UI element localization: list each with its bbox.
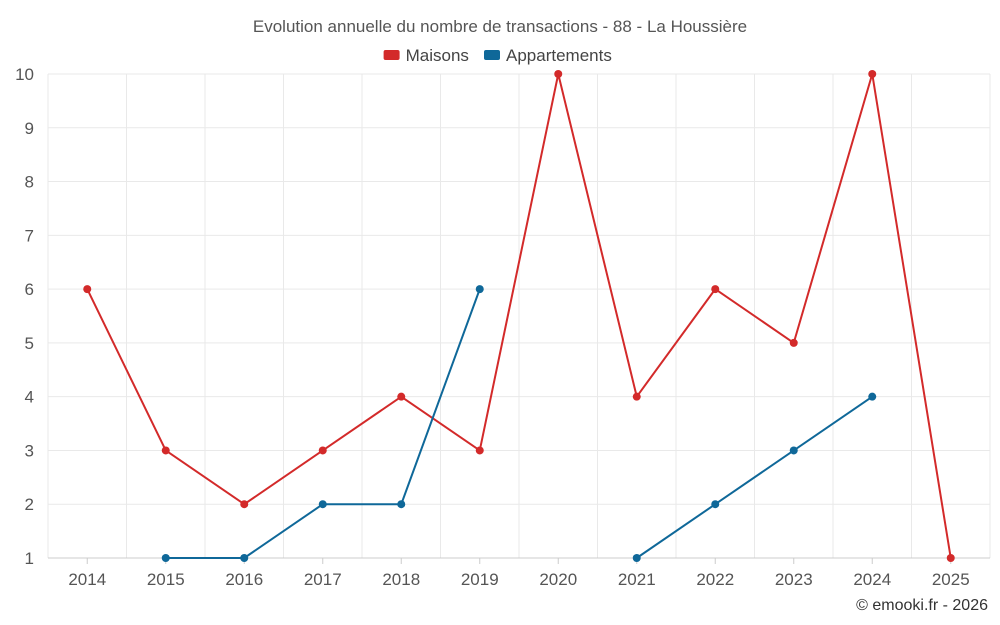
data-point	[711, 285, 720, 294]
x-tick-label: 2022	[696, 570, 734, 589]
y-axis: 1 2 3 4 5 6 7 8 9 10	[15, 65, 34, 568]
legend-label: Appartements	[506, 46, 612, 65]
series-layer	[83, 70, 955, 562]
data-point	[475, 285, 484, 294]
y-tick-label: 8	[25, 173, 34, 192]
y-tick-label: 2	[25, 495, 34, 514]
series-line	[636, 395, 873, 559]
x-tick-label: 2016	[225, 570, 263, 589]
legend-swatch	[383, 50, 400, 60]
legend: Maisons Appartements	[383, 46, 612, 65]
data-point	[711, 500, 720, 509]
data-point	[318, 446, 327, 455]
y-tick-label: 3	[25, 441, 34, 460]
data-point	[240, 554, 249, 562]
grid	[47, 73, 991, 559]
series-line	[165, 288, 481, 559]
chart-title: Evolution annuelle du nombre de transact…	[253, 17, 747, 36]
data-point	[868, 70, 877, 78]
data-point	[868, 392, 877, 401]
data-point	[397, 392, 406, 401]
data-point	[475, 446, 484, 455]
data-point	[161, 446, 170, 455]
data-point	[632, 392, 641, 401]
data-point	[946, 554, 955, 562]
x-tick-label: 2019	[461, 570, 499, 589]
y-tick-label: 1	[25, 549, 34, 568]
series-line	[86, 73, 952, 559]
x-tick-label: 2015	[147, 570, 185, 589]
credit-text: © emooki.fr - 2026	[856, 597, 988, 614]
data-point	[161, 554, 170, 562]
data-point	[632, 554, 641, 562]
data-point	[83, 285, 92, 294]
x-tick-label: 2021	[618, 570, 656, 589]
y-tick-label: 6	[25, 280, 34, 299]
data-point	[240, 500, 249, 509]
data-point	[554, 70, 563, 78]
data-point	[789, 446, 798, 455]
legend-swatch	[484, 50, 500, 60]
x-tick-label: 2017	[304, 570, 342, 589]
y-tick-label: 4	[25, 388, 34, 407]
x-tick-label: 2014	[68, 570, 106, 589]
y-tick-label: 9	[25, 119, 34, 138]
y-tick-label: 5	[25, 334, 34, 353]
series-maisons	[83, 70, 955, 562]
legend-label: Maisons	[406, 46, 469, 65]
data-point	[789, 338, 798, 347]
x-tick-label: 2025	[932, 570, 970, 589]
x-axis: 2014 2015 2016 2017 2018 2019 2020 2021 2022 2023…	[68, 558, 970, 589]
x-tick-label: 2020	[539, 570, 577, 589]
x-tick-label: 2018	[382, 570, 420, 589]
y-tick-label: 10	[15, 65, 34, 84]
y-tick-label: 7	[25, 226, 34, 245]
x-tick-label: 2024	[853, 570, 891, 589]
series-appartements	[161, 285, 877, 562]
data-point	[318, 500, 327, 509]
x-tick-label: 2023	[775, 570, 813, 589]
data-point	[397, 500, 406, 509]
